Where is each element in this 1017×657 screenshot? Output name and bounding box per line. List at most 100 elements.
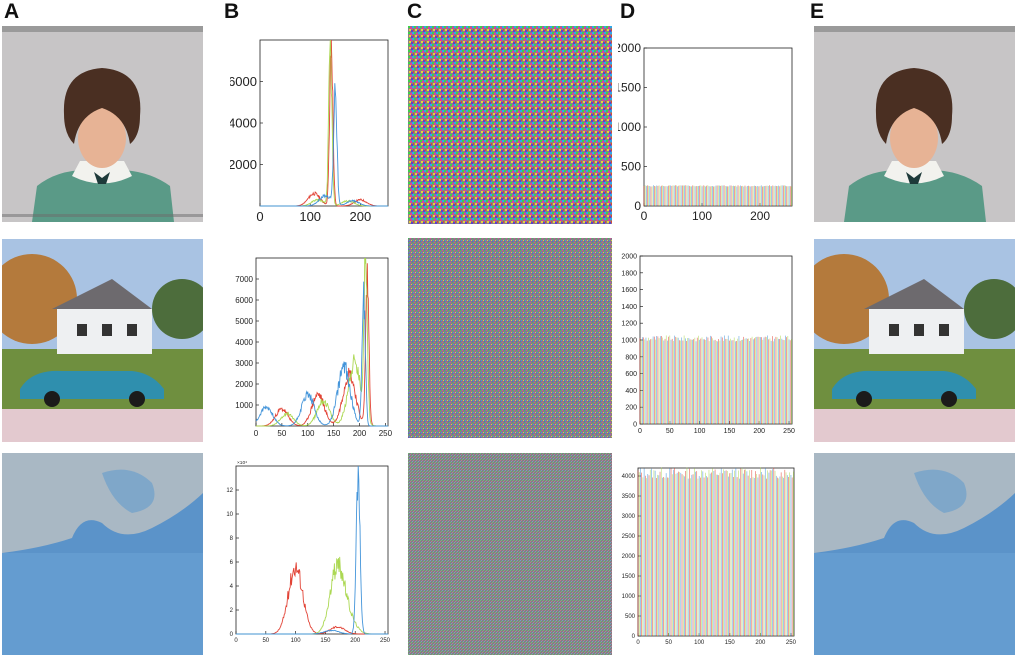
- y-tick-label: 0: [230, 632, 234, 638]
- decrypted-image-house: [814, 239, 1015, 442]
- y-tick-label: 1600: [621, 287, 637, 294]
- y-tick-label: 3000: [235, 359, 253, 368]
- x-tick-label: 150: [724, 428, 736, 435]
- plain-image-portrait: [2, 26, 203, 222]
- histogram-line-blue: [255, 281, 388, 427]
- x-tick-label: 0: [256, 209, 263, 222]
- y-tick-label: 2: [230, 608, 234, 614]
- histogram-line-green: [260, 39, 388, 207]
- histogram-line-green: [256, 257, 388, 427]
- y-tick-label: 600: [625, 371, 637, 378]
- decrypted-image-aerial: [814, 453, 1015, 655]
- y-tick-label: 6000: [230, 74, 257, 89]
- y-tick-label: 2000: [230, 157, 257, 172]
- y-tick-label: 800: [625, 354, 637, 361]
- y-tick-label: 4000: [235, 338, 253, 347]
- y-tick-label: 5000: [235, 317, 253, 326]
- x-tick-label: 250: [786, 640, 797, 646]
- histogram-plain-3: 0 50 100 150 200 250 0 2 4 6 8 10 12 ×10⁴: [226, 458, 394, 648]
- column-label-b: B: [224, 0, 240, 23]
- histogram-encrypted-1: 01002000500100015002000: [618, 40, 796, 222]
- y-tick-label: 1000: [621, 337, 637, 344]
- x-tick-label: 50: [262, 638, 269, 644]
- x-tick-label: 100: [291, 638, 302, 644]
- x-tick-label: 50: [277, 429, 286, 438]
- x-tick-label: 0: [254, 429, 259, 438]
- column-label-d: D: [620, 0, 636, 23]
- histogram-line-red: [236, 562, 388, 635]
- decrypted-image-portrait: [814, 26, 1015, 222]
- x-tick-label: 200: [750, 209, 770, 222]
- y-tick-label: 6000: [235, 296, 253, 305]
- x-tick-label: 150: [320, 638, 331, 644]
- x-tick-label: 150: [725, 640, 736, 646]
- y-tick-label: 3500: [622, 494, 636, 500]
- x-tick-label: 250: [380, 638, 391, 644]
- y-tick-label: 10: [226, 512, 233, 518]
- x-tick-label: 0: [638, 428, 642, 435]
- y-tick-label: 1800: [621, 270, 637, 277]
- plot-frame: [643, 47, 793, 207]
- plain-image-house: [2, 239, 203, 442]
- x-tick-label: 200: [353, 429, 367, 438]
- y-tick-label: 1500: [622, 574, 636, 580]
- y-tick-label: 4: [230, 584, 234, 590]
- column-label-a: A: [4, 0, 20, 23]
- y-tick-label: 0: [633, 421, 637, 428]
- histogram-line-green: [236, 556, 388, 635]
- y-tick-label: 400: [625, 388, 637, 395]
- histogram-encrypted-2: 0 50 100 150 200 250 0 200 400 600 800 1000 1200 1400…: [616, 252, 798, 436]
- y-tick-label: 2000: [618, 41, 641, 55]
- histogram-line-red: [256, 263, 388, 427]
- y-tick-label: 500: [621, 160, 641, 174]
- encrypted-image-3: [408, 453, 612, 655]
- x-tick-label: 50: [666, 428, 674, 435]
- histogram-line-blue: [260, 83, 388, 207]
- y-tick-label: 2500: [622, 534, 636, 540]
- x-tick-label: 200: [753, 428, 765, 435]
- x-tick-label: 0: [234, 638, 238, 644]
- y-tick-label: 7000: [235, 275, 253, 284]
- x-tick-label: 100: [692, 209, 712, 222]
- y-tick-label: 200: [625, 405, 637, 412]
- histogram-plain-1: 0 100 200 2000 4000 6000: [230, 36, 392, 222]
- y-tick-label: 1400: [621, 304, 637, 311]
- encrypted-image-1: [408, 26, 612, 224]
- y-tick-label: 1000: [235, 401, 253, 410]
- y-tick-label: 4000: [622, 474, 636, 480]
- histogram-line-red: [260, 39, 388, 207]
- y-tick-label: 8: [230, 536, 234, 542]
- x-tick-label: 100: [694, 428, 706, 435]
- encrypted-image-2: [408, 238, 612, 438]
- x-tick-label: 0: [636, 640, 640, 646]
- y-tick-label: 1200: [621, 321, 637, 328]
- y-tick-label: 2000: [621, 253, 637, 260]
- y-tick-label: 2000: [622, 554, 636, 560]
- plain-image-aerial: [2, 453, 203, 655]
- plot-frame: [235, 465, 389, 635]
- x-tick-label: 100: [694, 640, 705, 646]
- plot-frame: [259, 39, 389, 207]
- y-tick-label: 3000: [622, 514, 636, 520]
- column-label-e: E: [810, 0, 825, 23]
- histogram-plain-2: 0 50 100 150 200 250 1000 2000 3000 4000 5000 6000 7…: [226, 254, 394, 438]
- histogram-encrypted-3: 0 50 100 150 200 250 0 500 1000 1500 2000 2500 3000 3…: [616, 462, 798, 648]
- y-tick-label: 0: [634, 199, 641, 213]
- y-tick-label: 1500: [618, 81, 641, 95]
- x-tick-label: 100: [301, 429, 315, 438]
- y-tick-label: 12: [226, 488, 233, 494]
- x-tick-label: 100: [299, 209, 321, 222]
- y-tick-label: 0: [632, 634, 636, 640]
- y-tick-label: 4000: [230, 116, 257, 131]
- y-tick-label: 1000: [618, 120, 641, 134]
- x-tick-label: 200: [350, 638, 361, 644]
- y-tick-label: 2000: [235, 380, 253, 389]
- x-tick-label: 200: [350, 209, 372, 222]
- x-tick-label: 0: [641, 209, 648, 222]
- histogram-line-blue: [236, 465, 388, 635]
- x-tick-label: 250: [783, 428, 795, 435]
- y-tick-label: 6: [230, 560, 234, 566]
- y-tick-label: 1000: [622, 594, 636, 600]
- y-tick-label: 500: [625, 614, 636, 620]
- x-tick-label: 200: [755, 640, 766, 646]
